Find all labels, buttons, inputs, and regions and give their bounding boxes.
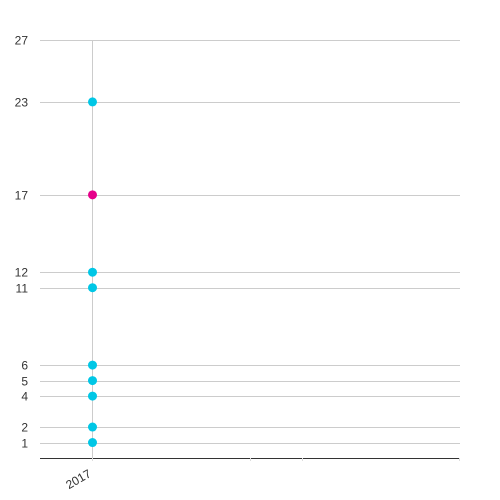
y-tick-label: 6 bbox=[21, 359, 28, 373]
data-point-layer bbox=[88, 97, 97, 448]
y-tick-label: 11 bbox=[16, 282, 29, 296]
grid-layer bbox=[40, 40, 460, 458]
y-tick-label: 23 bbox=[15, 96, 29, 110]
y-tick-label: 2 bbox=[21, 421, 28, 435]
x-tick-label: 2017 bbox=[63, 466, 93, 492]
data-point[interactable] bbox=[88, 97, 97, 107]
y-tick-label: 5 bbox=[21, 375, 28, 389]
data-point[interactable] bbox=[88, 391, 97, 401]
data-point[interactable] bbox=[88, 422, 97, 432]
y-tick-label: 4 bbox=[21, 390, 28, 404]
data-point[interactable] bbox=[88, 283, 97, 293]
y-tick-label: 27 bbox=[15, 34, 29, 48]
y-tick-label: 17 bbox=[15, 189, 29, 203]
data-point[interactable] bbox=[88, 267, 97, 277]
y-tick-label: 1 bbox=[21, 437, 28, 451]
data-point[interactable] bbox=[88, 190, 97, 200]
data-point[interactable] bbox=[88, 360, 97, 370]
axis-layer bbox=[40, 458, 460, 461]
data-point[interactable] bbox=[88, 376, 97, 386]
data-point[interactable] bbox=[88, 438, 97, 448]
y-tick-label: 12 bbox=[15, 266, 29, 280]
